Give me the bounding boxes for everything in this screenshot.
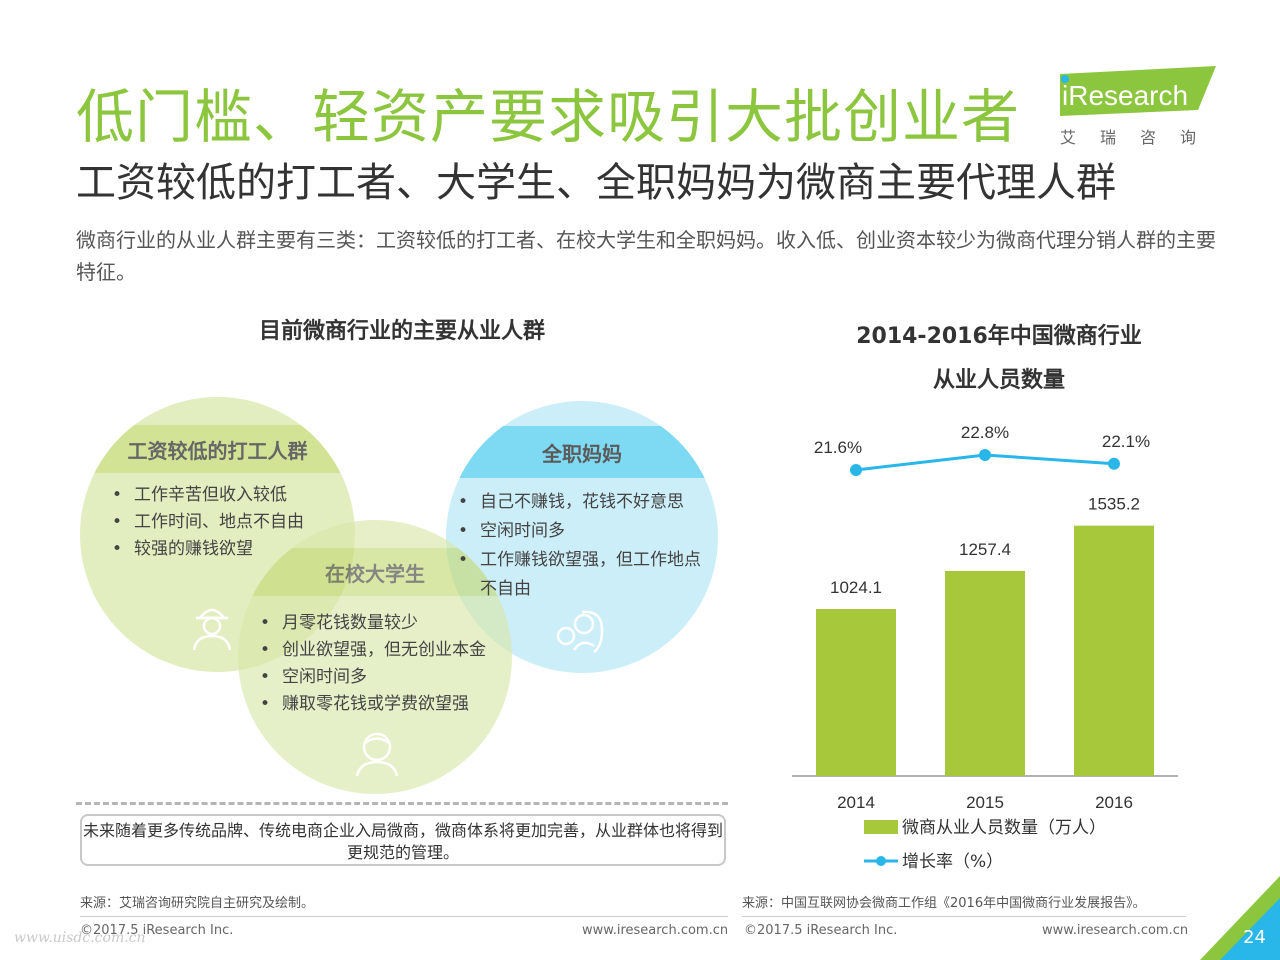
legend-line-label: 增长率（%） [902,852,1003,872]
left-website: www.iresearch.com.cn [582,923,729,938]
list-item: 赚取零花钱或学费欲望强 [258,691,486,718]
growth-rate-point [850,464,862,476]
growth-rate-label: 22.1% [1102,432,1150,451]
list-item: 工作辛苦但收入较低 [110,482,304,509]
bar [945,570,1025,776]
list-item: 工作赚钱欲望强，但工作地点不自由 [456,546,706,604]
right-website: www.iresearch.com.cn [1042,923,1189,938]
page-number: 24 [1243,927,1266,948]
page-subtitle: 工资较低的打工者、大学生、全职妈妈为微商主要代理人群 [76,160,1116,206]
dashed-divider [76,802,728,805]
list-item: 自己不赚钱，花钱不好意思 [456,488,706,517]
right-source: 来源：中国互联网协会微商工作组《2016年中国微商行业发展报告》。 [742,896,1146,911]
bar-value-label: 1535.2 [1088,495,1140,514]
list-item: 空闲时间多 [456,517,706,546]
legend-bar-swatch [864,820,898,834]
right-copyright: ©2017.5 iResearch Inc. [744,923,898,938]
list-item: 创业欲望强，但无创业本金 [258,637,486,664]
list-item: 较强的赚钱欲望 [110,536,304,563]
page-title: 低门槛、轻资产要求吸引大批创业者 [76,83,1021,151]
workers-band: 工资较低的打工人群 [80,425,355,473]
x-tick-label: 2014 [837,793,875,812]
logo-text: iResearch [1062,80,1188,111]
student-icon [355,732,399,777]
growth-rate-label: 22.8% [961,423,1009,442]
growth-rate-point [1108,457,1120,470]
workers-group-title: 工资较低的打工人群 [127,438,308,463]
mothers-group-title: 全职妈妈 [542,441,622,466]
mothers-points: 自己不赚钱，花钱不好意思 空闲时间多 工作赚钱欲望强，但工作地点不自由 [456,488,706,604]
left-copyright: ©2017.5 iResearch Inc. [80,923,234,938]
list-item: 空闲时间多 [258,664,486,691]
chart-title-line-1: 2014-2016年中国微商行业 [856,324,1142,349]
left-section-title: 目前微商行业的主要从业人群 [258,319,545,344]
chart-title-line-2: 从业人员数量 [932,368,1065,393]
watermark: www.uisdc.com.cn [14,930,146,946]
logo-chinese-name: 艾瑞咨询 [1060,128,1221,147]
workers-points: 工作辛苦但收入较低 工作时间、地点不自由 较强的赚钱欲望 [110,482,304,563]
chart-title: 2014-2016年中国微商行业 从业人员数量 [790,315,1208,403]
bar [816,609,896,776]
students-points: 月零花钱数量较少 创业欲望强，但无创业本金 空闲时间多 赚取零花钱或学费欲望强 [258,610,486,718]
page-corner-decoration [1200,876,1280,960]
students-group-title: 在校大学生 [325,561,425,586]
conclusion-text: 未来随着更多传统品牌、传统电商企业入局微商，微商体系将更加完善，从业群体也将得到… [82,821,723,862]
mothers-band: 全职妈妈 [446,426,718,478]
conclusion-note: 未来随着更多传统品牌、传统电商企业入局微商，微商体系将更加完善，从业群体也将得到… [80,814,726,866]
list-item: 月零花钱数量较少 [258,610,486,637]
x-tick-label: 2016 [1095,793,1133,812]
left-source: 来源：艾瑞咨询研究院自主研究及绘制。 [80,896,315,911]
x-tick-label: 2015 [966,793,1004,812]
growth-rate-point [979,449,991,461]
worker-icon [192,608,232,651]
right-footer-divider [742,916,1186,917]
list-item: 工作时间、地点不自由 [110,509,304,536]
legend-line-marker [876,856,886,866]
legend-bar-label: 微商从业人员数量（万人） [902,818,1106,838]
iresearch-logo: iResearch [1056,66,1221,150]
page-description: 微商行业的从业人群主要有三类：工资较低的打工者、在校大学生和全职妈妈。收入低、创… [76,228,1216,284]
growth-rate-label: 21.6% [814,438,862,457]
bar-value-label: 1257.4 [959,540,1011,559]
bar [1074,525,1154,776]
left-footer-divider [80,916,728,917]
mother-baby-icon [556,610,604,653]
bar-value-label: 1024.1 [830,578,882,597]
employees-chart: 1024.1 2014 1257.4 2015 1535.2 2016 21.6% 22.8%… [792,423,1178,872]
